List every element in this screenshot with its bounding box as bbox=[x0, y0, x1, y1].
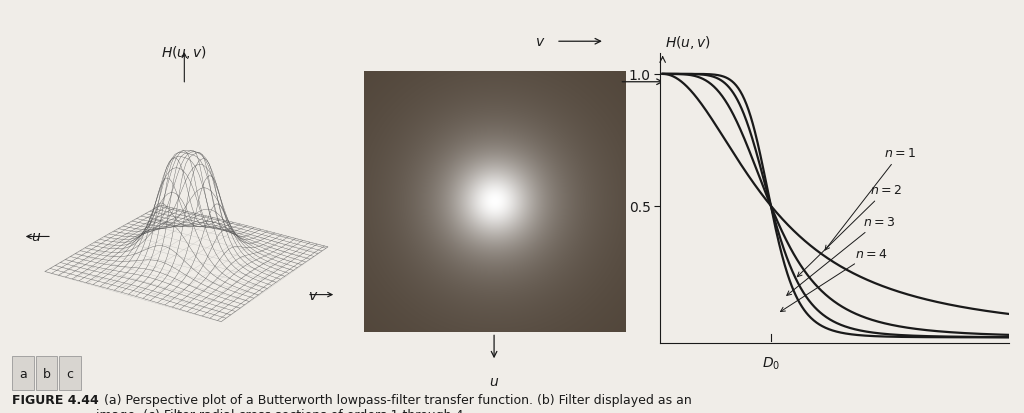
Text: a: a bbox=[19, 367, 27, 380]
Text: $n = 1$: $n = 1$ bbox=[825, 147, 916, 250]
Text: $D_0$: $D_0$ bbox=[762, 355, 780, 371]
Text: c: c bbox=[67, 367, 74, 380]
Text: $u$: $u$ bbox=[31, 230, 41, 244]
Text: $v$: $v$ bbox=[536, 35, 546, 49]
Text: FIGURE 4.44: FIGURE 4.44 bbox=[12, 393, 99, 406]
Text: $H(u, v)$: $H(u, v)$ bbox=[665, 34, 711, 51]
Text: (a) Perspective plot of a Butterworth lowpass-filter transfer function. (b) Filt: (a) Perspective plot of a Butterworth lo… bbox=[96, 393, 692, 413]
Text: $v$: $v$ bbox=[308, 288, 318, 302]
Text: $n = 3$: $n = 3$ bbox=[786, 216, 895, 296]
Text: $v$: $v$ bbox=[672, 76, 682, 90]
Text: $n = 4$: $n = 4$ bbox=[780, 247, 888, 312]
Text: $H(u, v)$: $H(u, v)$ bbox=[161, 44, 208, 61]
Text: $u$: $u$ bbox=[489, 374, 499, 388]
Text: b: b bbox=[43, 367, 50, 380]
Text: $n = 2$: $n = 2$ bbox=[798, 184, 902, 277]
